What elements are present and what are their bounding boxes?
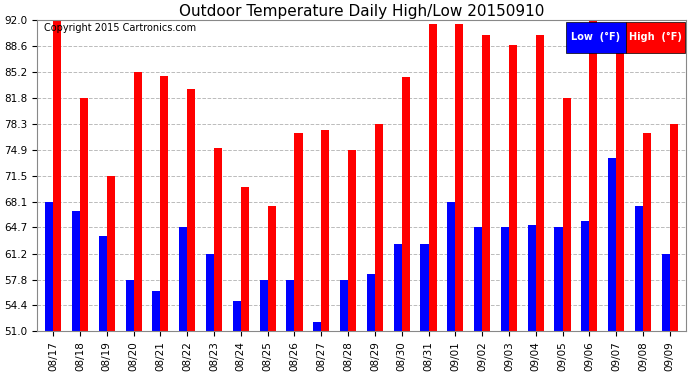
- Bar: [126, 280, 134, 331]
- Bar: [72, 211, 80, 331]
- Bar: [482, 36, 490, 331]
- Bar: [152, 291, 161, 331]
- Bar: [295, 132, 302, 331]
- Bar: [455, 24, 464, 331]
- Bar: [367, 274, 375, 331]
- FancyBboxPatch shape: [626, 22, 685, 53]
- Bar: [348, 150, 356, 331]
- Bar: [643, 132, 651, 331]
- Bar: [474, 227, 482, 331]
- Bar: [340, 280, 348, 331]
- Bar: [562, 98, 571, 331]
- Bar: [80, 98, 88, 331]
- Bar: [241, 187, 249, 331]
- Bar: [509, 45, 517, 331]
- Bar: [402, 77, 410, 331]
- Bar: [179, 227, 187, 331]
- Bar: [447, 202, 455, 331]
- Bar: [555, 227, 562, 331]
- Bar: [187, 88, 195, 331]
- Bar: [635, 206, 643, 331]
- Bar: [268, 206, 276, 331]
- Bar: [608, 158, 616, 331]
- Bar: [662, 254, 670, 331]
- Bar: [161, 76, 168, 331]
- Bar: [214, 148, 222, 331]
- FancyBboxPatch shape: [566, 22, 626, 53]
- Bar: [259, 280, 268, 331]
- Bar: [322, 130, 329, 331]
- Bar: [286, 280, 295, 331]
- Bar: [394, 244, 402, 331]
- Bar: [53, 20, 61, 331]
- Bar: [99, 237, 107, 331]
- Bar: [313, 322, 322, 331]
- Bar: [134, 72, 141, 331]
- Bar: [107, 176, 115, 331]
- Bar: [428, 24, 437, 331]
- Bar: [535, 36, 544, 331]
- Text: Copyright 2015 Cartronics.com: Copyright 2015 Cartronics.com: [43, 24, 196, 33]
- Text: High  (°F): High (°F): [629, 32, 682, 42]
- Bar: [45, 202, 53, 331]
- Bar: [206, 254, 214, 331]
- Bar: [528, 225, 535, 331]
- Text: Low  (°F): Low (°F): [571, 32, 620, 42]
- Bar: [501, 227, 509, 331]
- Bar: [670, 124, 678, 331]
- Bar: [581, 221, 589, 331]
- Bar: [233, 301, 241, 331]
- Bar: [589, 20, 598, 331]
- Bar: [616, 43, 624, 331]
- Bar: [375, 124, 383, 331]
- Bar: [420, 244, 428, 331]
- Title: Outdoor Temperature Daily High/Low 20150910: Outdoor Temperature Daily High/Low 20150…: [179, 4, 544, 19]
